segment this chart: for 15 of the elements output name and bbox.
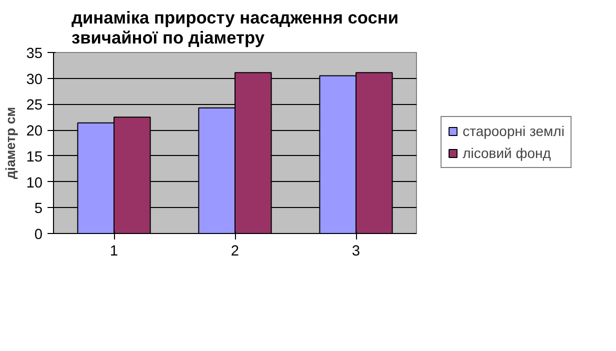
y-tick-label: 0 — [34, 227, 43, 243]
y-tick-label: 25 — [26, 98, 43, 114]
y-tick-label: 5 — [34, 201, 43, 218]
y-tick-label: 30 — [26, 72, 43, 88]
y-tick-label: 15 — [26, 149, 43, 166]
legend-label: лісовий фонд — [462, 144, 551, 160]
x-tick-label: 3 — [352, 244, 360, 260]
legend-label: староорні землі — [462, 122, 564, 138]
y-tick-label: 10 — [26, 175, 43, 192]
x-tick-label: 2 — [230, 244, 240, 260]
y-tick-label: 35 — [26, 46, 43, 62]
chart-title: динаміка приросту насадження сосни звичайної по діаметру — [71, 8, 399, 48]
x-tick-label: 1 — [110, 244, 118, 260]
y-tick-label: 20 — [26, 124, 43, 140]
y-axis-title: діаметр см — [3, 106, 18, 180]
